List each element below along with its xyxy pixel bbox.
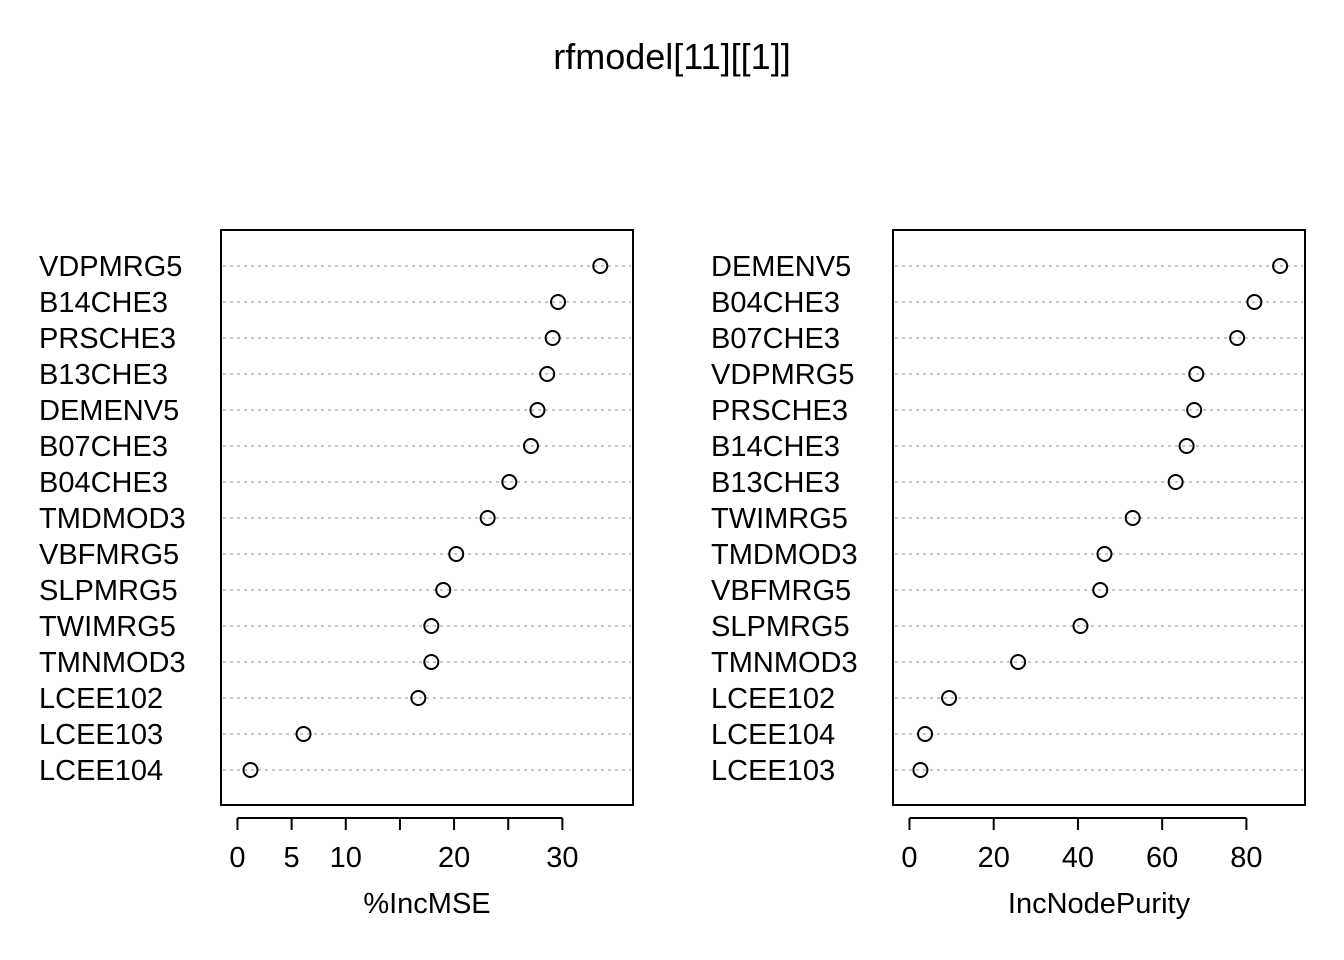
data-point — [1246, 294, 1263, 310]
row-label: B14CHE3 — [711, 431, 840, 463]
panel-incnodepurity: IncNodePurity DEMENV5 B04CHE3 B07CHE3 VDPMR… — [711, 229, 1306, 920]
data-point — [592, 258, 609, 274]
data-point — [1167, 474, 1184, 490]
row-label: VDPMRG5 — [711, 359, 854, 391]
row-label: B07CHE3 — [711, 323, 840, 355]
data-point — [410, 690, 427, 706]
row-label: TWIMRG5 — [39, 611, 176, 643]
x-tick-label: 60 — [1146, 842, 1178, 874]
data-point — [1272, 258, 1289, 274]
data-point — [423, 654, 440, 670]
plot-frame — [892, 229, 1306, 806]
data-point — [1186, 402, 1203, 418]
x-tick-label: 30 — [546, 842, 578, 874]
x-tick-label: 20 — [438, 842, 470, 874]
plot-frame — [220, 229, 634, 806]
x-tick-label: 20 — [978, 842, 1010, 874]
data-point — [1229, 330, 1246, 346]
x-axis-title: IncNodePurity — [1008, 888, 1191, 920]
row-label: SLPMRG5 — [711, 611, 850, 643]
row-label: TWIMRG5 — [711, 503, 848, 535]
row-label: TMDMOD3 — [711, 539, 858, 571]
chart-title: rfmodel[11][[1]] — [553, 36, 790, 77]
row-label: PRSCHE3 — [711, 395, 848, 427]
x-tick-label: 80 — [1230, 842, 1262, 874]
row-label: LCEE102 — [711, 683, 835, 715]
row-label: LCEE103 — [711, 755, 835, 787]
x-axis-title: %IncMSE — [363, 888, 490, 920]
data-point — [544, 330, 561, 346]
data-point — [448, 546, 465, 562]
data-point — [1072, 618, 1089, 634]
data-point — [242, 762, 259, 778]
row-label: LCEE104 — [711, 719, 835, 751]
row-label: TMNMOD3 — [39, 647, 186, 679]
data-point — [295, 726, 312, 742]
data-point — [912, 762, 929, 778]
data-point — [423, 618, 440, 634]
data-point — [435, 582, 452, 598]
data-point — [1096, 546, 1113, 562]
row-label: SLPMRG5 — [39, 575, 178, 607]
data-point — [522, 438, 539, 454]
row-label: LCEE103 — [39, 719, 163, 751]
x-tick-label: 10 — [330, 842, 362, 874]
x-tick-label: 0 — [229, 842, 245, 874]
data-point — [1124, 510, 1141, 526]
data-point — [917, 726, 934, 742]
data-point — [529, 402, 546, 418]
row-label: TMDMOD3 — [39, 503, 186, 535]
data-point — [550, 294, 567, 310]
data-point — [1178, 438, 1195, 454]
row-label: VDPMRG5 — [39, 251, 182, 283]
row-label: VBFMRG5 — [711, 575, 851, 607]
row-label: LCEE102 — [39, 683, 163, 715]
row-label: B04CHE3 — [39, 467, 168, 499]
row-label: DEMENV5 — [711, 251, 851, 283]
row-label: B13CHE3 — [711, 467, 840, 499]
row-label: B04CHE3 — [711, 287, 840, 319]
x-tick-label: 5 — [284, 842, 300, 874]
row-label: VBFMRG5 — [39, 539, 179, 571]
x-tick-label: 40 — [1062, 842, 1094, 874]
data-point — [501, 474, 518, 490]
row-label: B14CHE3 — [39, 287, 168, 319]
data-point — [1092, 582, 1109, 598]
row-label: LCEE104 — [39, 755, 163, 787]
data-point — [941, 690, 958, 706]
data-point — [479, 510, 496, 526]
data-point — [1010, 654, 1027, 670]
panel-incmse: %IncMSE VDPMRG5 B14CHE3 PRSCHE3 B13CHE3 DEME… — [39, 229, 634, 920]
row-label: B07CHE3 — [39, 431, 168, 463]
x-tick-label: 0 — [901, 842, 917, 874]
row-label: B13CHE3 — [39, 359, 168, 391]
row-label: PRSCHE3 — [39, 323, 176, 355]
row-label: DEMENV5 — [39, 395, 179, 427]
data-point — [539, 366, 556, 382]
row-label: TMNMOD3 — [711, 647, 858, 679]
data-point — [1188, 366, 1205, 382]
